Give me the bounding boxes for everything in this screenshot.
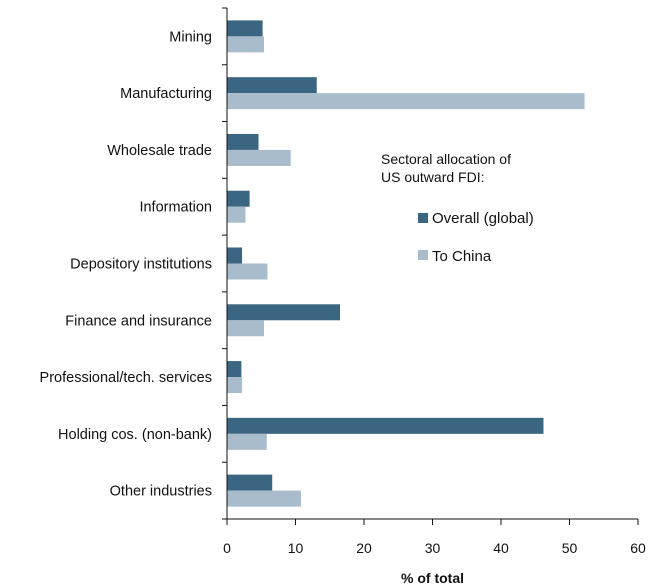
bar-mining-to-china bbox=[227, 36, 264, 53]
bar-information-to-china bbox=[227, 206, 246, 223]
x-tick-label-10: 10 bbox=[288, 540, 304, 556]
x-tick-label-50: 50 bbox=[562, 540, 578, 556]
x-tick-label-0: 0 bbox=[223, 540, 231, 556]
legend: Sectoral allocation of US outward FDI: O… bbox=[381, 151, 534, 265]
bar-finance-and-insurance-overall-global bbox=[227, 304, 341, 321]
bar-other-industries-overall-global bbox=[227, 474, 273, 491]
bar-holding-cos-non-bank-overall-global bbox=[227, 417, 544, 434]
category-label-wholesale-trade: Wholesale trade bbox=[107, 143, 212, 159]
bar-manufacturing-to-china bbox=[227, 93, 585, 110]
bar-information-overall-global bbox=[227, 190, 250, 207]
y-axis-ticks bbox=[222, 7, 227, 520]
legend-swatch-china bbox=[418, 250, 428, 260]
bar-wholesale-trade-to-china bbox=[227, 149, 291, 166]
category-label-mining: Mining bbox=[169, 29, 212, 45]
category-label-manufacturing: Manufacturing bbox=[120, 86, 212, 102]
x-tick-label-40: 40 bbox=[493, 540, 509, 556]
bar-mining-overall-global bbox=[227, 20, 263, 37]
bars-group bbox=[227, 20, 585, 507]
bar-depository-institutions-overall-global bbox=[227, 247, 243, 264]
category-label-holding-cos-non-bank: Holding cos. (non-bank) bbox=[58, 427, 212, 443]
bar-professional-tech-services-overall-global bbox=[227, 361, 242, 378]
category-labels: Mining Manufacturing Wholesale trade Inform… bbox=[40, 29, 212, 499]
bar-finance-and-insurance-to-china bbox=[227, 320, 264, 337]
x-tick-label-20: 20 bbox=[356, 540, 372, 556]
legend-title-line-2: US outward FDI: bbox=[381, 169, 484, 185]
x-tick-label-60: 60 bbox=[630, 540, 646, 556]
bar-professional-tech-services-to-china bbox=[227, 377, 243, 394]
x-tick-label-30: 30 bbox=[425, 540, 441, 556]
legend-label-overall: Overall (global) bbox=[432, 210, 534, 227]
bar-depository-institutions-to-china bbox=[227, 263, 268, 280]
bar-wholesale-trade-overall-global bbox=[227, 133, 259, 150]
bar-manufacturing-overall-global bbox=[227, 77, 317, 94]
x-axis-ticks: 0 10 20 30 40 50 60 bbox=[223, 519, 646, 556]
legend-label-china: To China bbox=[432, 248, 492, 265]
bar-holding-cos-non-bank-to-china bbox=[227, 433, 267, 450]
category-label-finance-and-insurance: Finance and insurance bbox=[65, 313, 212, 329]
category-label-other-industries: Other industries bbox=[110, 484, 212, 500]
category-label-professional-tech-services: Professional/tech. services bbox=[40, 370, 212, 386]
bar-other-industries-to-china bbox=[227, 490, 301, 507]
legend-title-line-1: Sectoral allocation of bbox=[381, 151, 511, 167]
legend-swatch-overall bbox=[418, 213, 428, 223]
x-axis-title: % of total bbox=[401, 570, 464, 586]
category-label-depository-institutions: Depository institutions bbox=[70, 257, 212, 273]
category-label-information: Information bbox=[139, 200, 212, 216]
